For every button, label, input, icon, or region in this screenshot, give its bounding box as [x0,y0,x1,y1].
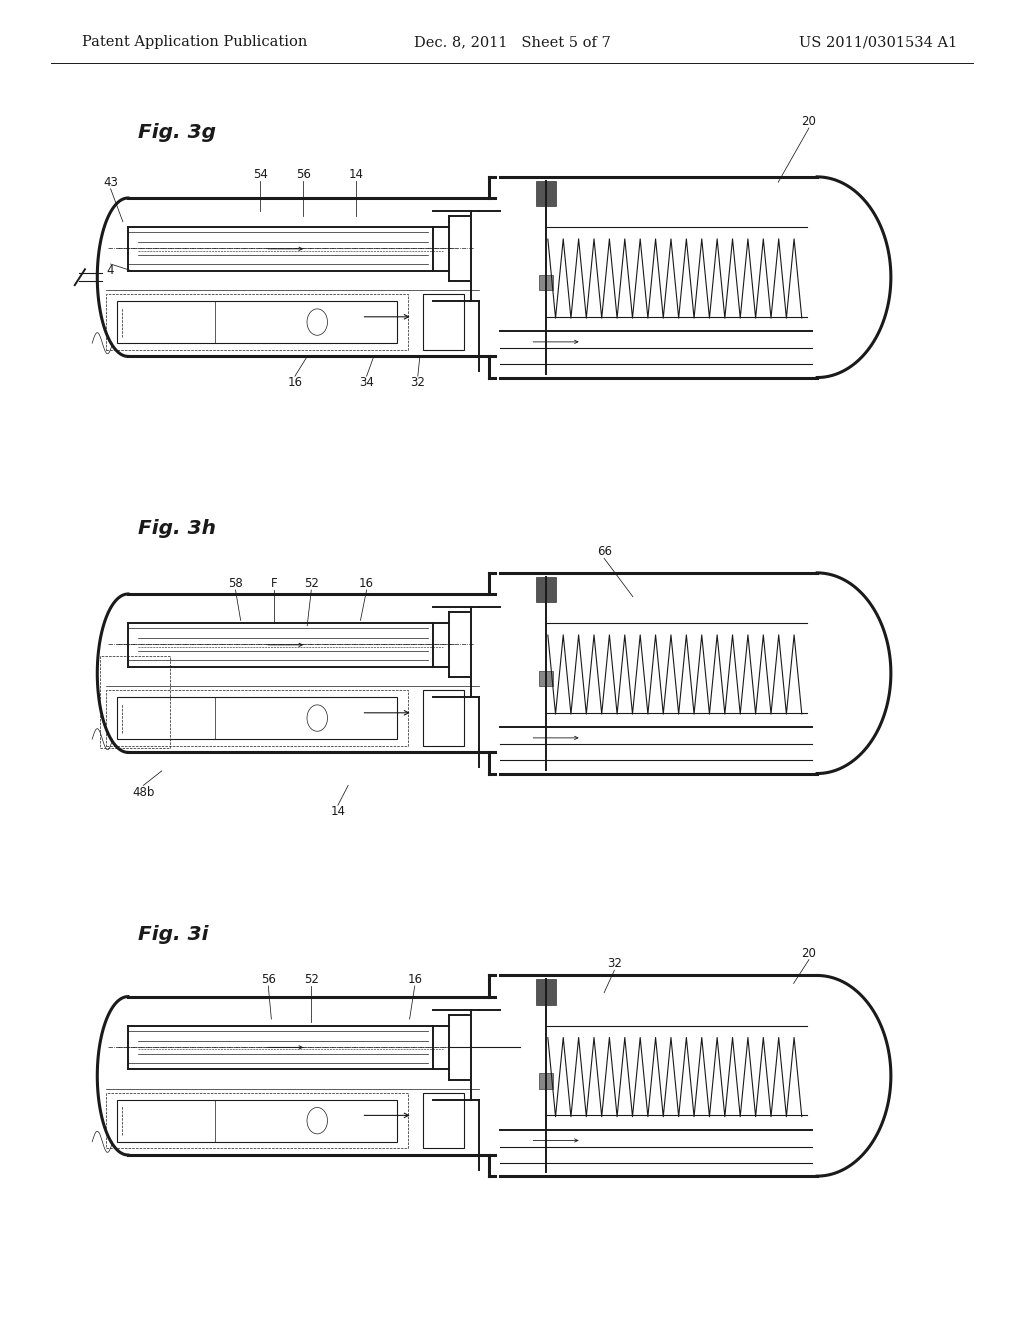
Text: US 2011/0301534 A1: US 2011/0301534 A1 [799,36,957,49]
Bar [536,181,556,206]
Text: 52: 52 [304,577,318,590]
Bar [536,577,556,602]
Text: 32: 32 [607,957,622,970]
Bar [117,1100,397,1142]
Bar [539,1073,553,1089]
Text: 48b: 48b [132,785,155,799]
Bar [539,671,553,686]
Text: Fig. 3g: Fig. 3g [138,123,216,141]
Text: 52: 52 [304,973,318,986]
Text: Fig. 3i: Fig. 3i [138,925,209,944]
Text: Fig. 3h: Fig. 3h [138,519,216,537]
Text: 66: 66 [597,545,611,558]
Text: 20: 20 [802,946,816,960]
Text: Dec. 8, 2011   Sheet 5 of 7: Dec. 8, 2011 Sheet 5 of 7 [414,36,610,49]
Text: 16: 16 [288,376,302,389]
Bar [423,690,464,746]
Text: 43: 43 [103,176,118,189]
Bar [106,294,408,350]
Bar [539,275,553,290]
Text: 56: 56 [261,973,275,986]
Text: 20: 20 [802,115,816,128]
Text: 14: 14 [331,805,345,818]
Text: 16: 16 [359,577,374,590]
Text: 34: 34 [359,376,374,389]
Bar [117,697,397,739]
Bar [423,294,464,350]
Text: 54: 54 [253,168,267,181]
Bar [536,979,556,1005]
Bar [106,690,408,746]
Bar [423,1093,464,1148]
Bar [100,656,170,748]
Text: 14: 14 [349,168,364,181]
Text: 4: 4 [106,264,115,277]
Text: 32: 32 [411,376,425,389]
Text: Patent Application Publication: Patent Application Publication [82,36,307,49]
Bar [117,301,397,343]
Text: F: F [271,577,278,590]
Bar [106,1093,408,1148]
Text: 56: 56 [296,168,310,181]
Text: 16: 16 [408,973,422,986]
Text: 58: 58 [228,577,243,590]
